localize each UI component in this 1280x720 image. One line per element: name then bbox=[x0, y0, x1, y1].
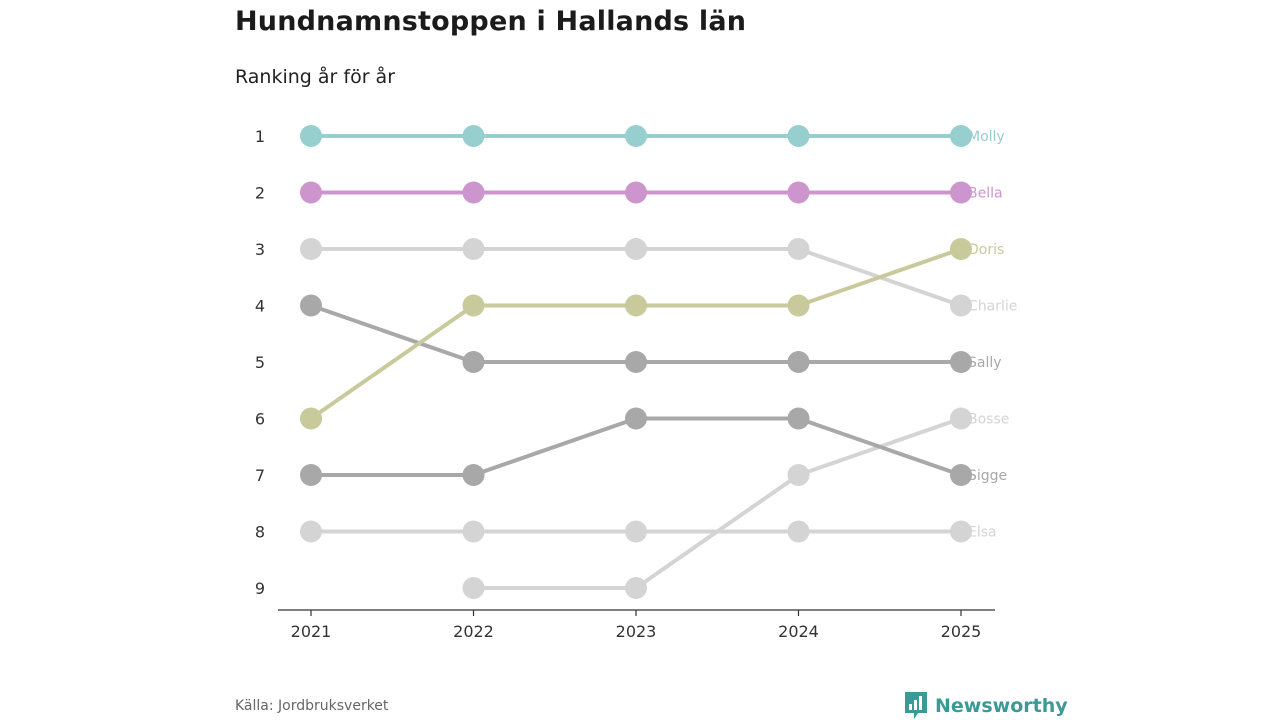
data-point-doris bbox=[625, 294, 647, 317]
year-tick-label: 2024 bbox=[778, 622, 819, 641]
data-point-doris bbox=[787, 294, 810, 317]
data-point-sigge bbox=[950, 464, 972, 486]
chart-subtitle: Ranking år för år bbox=[235, 66, 396, 88]
year-tick-label: 2021 bbox=[291, 622, 332, 641]
data-point-bosse bbox=[462, 577, 485, 599]
data-point-bosse bbox=[787, 464, 810, 486]
data-point-elsa bbox=[462, 520, 485, 543]
data-point-molly bbox=[300, 125, 322, 147]
data-point-elsa bbox=[625, 520, 647, 543]
data-point-sally bbox=[462, 351, 485, 373]
series-label-elsa: Elsa bbox=[968, 525, 997, 541]
rank-tick-label: 4 bbox=[255, 297, 265, 316]
data-point-charlie bbox=[625, 238, 647, 260]
source-note: Källa: Jordbruksverket bbox=[235, 698, 389, 714]
rank-tick-label: 8 bbox=[255, 523, 265, 542]
series-label-molly: Molly bbox=[968, 129, 1005, 145]
series-line-sigge bbox=[796, 416, 963, 477]
series-line-doris bbox=[796, 247, 963, 308]
rank-tick-label: 1 bbox=[255, 127, 265, 146]
rank-tick-label: 6 bbox=[255, 410, 265, 429]
data-point-bella bbox=[300, 181, 322, 204]
data-point-charlie bbox=[300, 238, 322, 260]
data-point-elsa bbox=[787, 520, 810, 543]
chart-title: Hundnamnstoppen i Hallands län bbox=[235, 6, 747, 37]
series-label-charlie: Charlie bbox=[968, 299, 1017, 315]
rank-tick-label: 3 bbox=[255, 240, 265, 259]
data-point-sigge bbox=[462, 464, 485, 486]
series-line-sally bbox=[309, 303, 476, 364]
data-point-molly bbox=[462, 125, 485, 147]
data-point-sally bbox=[300, 294, 322, 317]
data-point-bosse bbox=[950, 407, 972, 430]
rank-tick-label: 9 bbox=[255, 579, 265, 598]
series-line-doris bbox=[309, 303, 476, 421]
series-label-bosse: Bosse bbox=[968, 412, 1009, 428]
data-point-bella bbox=[462, 181, 485, 204]
data-point-bella bbox=[625, 181, 647, 204]
data-point-doris bbox=[300, 407, 322, 430]
data-point-elsa bbox=[950, 520, 972, 543]
series-label-sally: Sally bbox=[968, 355, 1002, 371]
series-line-sigge bbox=[471, 416, 638, 477]
data-point-charlie bbox=[462, 238, 485, 260]
data-point-elsa bbox=[300, 520, 322, 543]
data-point-bella bbox=[950, 181, 972, 204]
data-point-doris bbox=[950, 238, 972, 260]
brand-logo[interactable]: Newsworthy bbox=[905, 692, 1068, 720]
series-label-doris: Doris bbox=[968, 242, 1004, 258]
newsworthy-logo-icon bbox=[905, 692, 927, 719]
data-point-bella bbox=[787, 181, 810, 204]
data-point-sally bbox=[950, 351, 972, 373]
rank-tick-label: 2 bbox=[255, 184, 265, 203]
series-label-sigge: Sigge bbox=[968, 468, 1007, 484]
data-point-sigge bbox=[787, 407, 810, 430]
data-point-sally bbox=[787, 351, 810, 373]
data-point-charlie bbox=[950, 294, 972, 317]
data-point-bosse bbox=[625, 577, 647, 599]
data-point-charlie bbox=[787, 238, 810, 260]
series-label-bella: Bella bbox=[968, 186, 1003, 202]
data-point-doris bbox=[462, 294, 485, 317]
year-tick-label: 2025 bbox=[941, 622, 982, 641]
rank-tick-label: 7 bbox=[255, 466, 265, 485]
data-point-molly bbox=[950, 125, 972, 147]
data-point-molly bbox=[787, 125, 810, 147]
data-point-sigge bbox=[625, 407, 647, 430]
brand-name: Newsworthy bbox=[935, 695, 1068, 717]
year-tick-label: 2022 bbox=[453, 622, 494, 641]
data-point-molly bbox=[625, 125, 647, 147]
data-point-sally bbox=[625, 351, 647, 373]
rank-tick-label: 5 bbox=[255, 353, 265, 372]
data-point-sigge bbox=[300, 464, 322, 486]
year-tick-label: 2023 bbox=[616, 622, 657, 641]
